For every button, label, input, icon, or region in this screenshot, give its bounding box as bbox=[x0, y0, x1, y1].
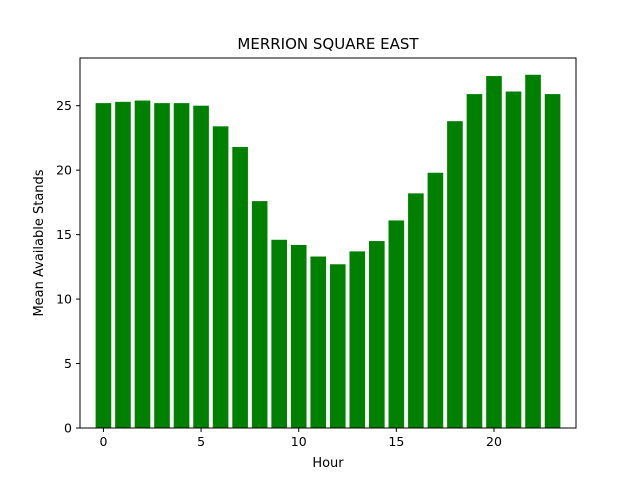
bar-hour-11 bbox=[310, 256, 327, 428]
bars bbox=[95, 74, 561, 429]
bar-hour-22 bbox=[525, 74, 541, 428]
y-tick-label: 20 bbox=[56, 163, 72, 178]
bar-hour-1 bbox=[115, 101, 131, 428]
bar-hour-3 bbox=[154, 103, 170, 428]
bar-hour-14 bbox=[369, 241, 385, 428]
bar-hour-2 bbox=[134, 100, 151, 429]
bar-hour-13 bbox=[349, 251, 366, 428]
x-tick-label: 10 bbox=[291, 434, 307, 449]
y-tick-label: 15 bbox=[56, 227, 72, 242]
bar-hour-15 bbox=[388, 220, 405, 428]
x-tick-label: 15 bbox=[388, 434, 404, 449]
plot-frame bbox=[79, 57, 577, 429]
bar-hour-6 bbox=[212, 126, 229, 429]
bar-hour-7 bbox=[232, 146, 248, 428]
y-axis-ticks: 0 5 10 15 20 25 bbox=[56, 98, 80, 436]
bar-hour-0 bbox=[95, 103, 112, 428]
bar-hour-5 bbox=[193, 105, 209, 428]
y-tick-label: 0 bbox=[64, 421, 72, 436]
y-tick-label: 25 bbox=[56, 98, 72, 113]
bar-hour-8 bbox=[251, 201, 268, 428]
x-tick-label: 20 bbox=[486, 434, 502, 449]
bar-hour-4 bbox=[173, 103, 190, 428]
bar-hour-21 bbox=[505, 91, 522, 428]
bar-hour-23 bbox=[544, 94, 561, 428]
bar-hour-12 bbox=[329, 264, 346, 428]
y-tick-label: 5 bbox=[64, 356, 72, 371]
bar-hour-10 bbox=[290, 244, 307, 428]
bar-hour-19 bbox=[466, 94, 483, 428]
y-tick-label: 10 bbox=[56, 292, 72, 307]
bar-hour-20 bbox=[486, 76, 502, 429]
bar-hour-17 bbox=[427, 172, 444, 428]
bar-hour-18 bbox=[447, 121, 463, 429]
x-tick-label: 5 bbox=[197, 434, 205, 449]
x-tick-label: 0 bbox=[99, 434, 107, 449]
y-axis-label: Mean Available Stands bbox=[32, 169, 47, 316]
bar-hour-9 bbox=[271, 239, 287, 428]
x-axis-ticks: 0 5 10 15 20 bbox=[99, 428, 502, 449]
x-axis-label: Hour bbox=[312, 456, 344, 471]
chart-title: MERRION SQUARE EAST bbox=[237, 35, 419, 53]
bar-hour-16 bbox=[408, 193, 424, 428]
